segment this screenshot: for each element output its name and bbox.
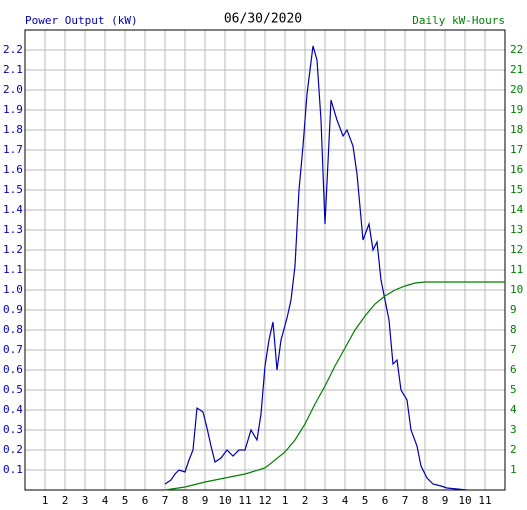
x-tick-label: 8 [422,494,429,507]
y2-tick-label: 19 [510,103,523,116]
x-tick-label: 9 [442,494,449,507]
y-tick-label: 0.4 [3,403,23,416]
y2-tick-label: 4 [510,403,517,416]
x-tick-label: 6 [382,494,389,507]
y2-tick-label: 11 [510,263,523,276]
y2-tick-label: 21 [510,63,523,76]
y-tick-label: 0.9 [3,303,23,316]
y2-tick-label: 16 [510,163,523,176]
y-tick-label: 0.2 [3,443,23,456]
y-tick-label: 2.0 [3,83,23,96]
y-tick-label: 1.9 [3,103,23,116]
y-tick-label: 1.1 [3,263,23,276]
x-tick-label: 4 [102,494,109,507]
x-tick-label: 3 [82,494,89,507]
y2-tick-label: 22 [510,43,523,56]
y2-tick-label: 2 [510,443,517,456]
plot-frame [24,29,506,491]
x-tick-label: 10 [218,494,231,507]
y-tick-label: 0.8 [3,323,23,336]
y-tick-label: 0.7 [3,343,23,356]
x-tick-label: 5 [122,494,129,507]
y-tick-label: 1.0 [3,283,23,296]
x-tick-label: 5 [362,494,369,507]
x-tick-label: 3 [322,494,329,507]
x-tick-label: 1 [42,494,49,507]
y2-tick-label: 5 [510,383,517,396]
x-tick-label: 11 [478,494,491,507]
y2-tick-label: 13 [510,223,523,236]
x-tick-label: 10 [458,494,471,507]
series-line [164,45,468,491]
x-tick-label: 7 [162,494,169,507]
y2-tick-label: 7 [510,343,517,356]
x-tick-label: 8 [182,494,189,507]
left-axis-label: Power Output (kW) [25,14,138,27]
y-tick-label: 1.6 [3,163,23,176]
x-tick-label: 7 [402,494,409,507]
right-axis-label: Daily kW-Hours [412,14,505,27]
y2-tick-label: 14 [510,203,524,216]
y-tick-label: 0.5 [3,383,23,396]
chart-title: 06/30/2020 [224,12,302,27]
y2-tick-label: 1 [510,463,517,476]
y2-tick-label: 17 [510,143,523,156]
y2-tick-label: 12 [510,243,523,256]
y-tick-label: 0.6 [3,363,23,376]
y-tick-label: 1.3 [3,223,23,236]
y-tick-label: 1.4 [3,203,23,216]
y-tick-label: 1.7 [3,143,23,156]
y2-tick-label: 20 [510,83,523,96]
y-tick-label: 1.2 [3,243,23,256]
x-tick-label: 11 [238,494,251,507]
y2-tick-label: 10 [510,283,523,296]
y-tick-label: 2.2 [3,43,23,56]
x-tick-label: 6 [142,494,149,507]
y2-tick-label: 8 [510,323,517,336]
y-tick-label: 1.8 [3,123,23,136]
x-tick-label: 2 [62,494,69,507]
y-tick-label: 0.3 [3,423,23,436]
x-tick-label: 2 [302,494,309,507]
x-tick-label: 12 [258,494,271,507]
x-tick-label: 9 [202,494,209,507]
y2-tick-label: 9 [510,303,517,316]
y2-tick-label: 18 [510,123,523,136]
y2-tick-label: 6 [510,363,517,376]
x-tick-label: 4 [342,494,349,507]
x-tick-label: 1 [282,494,289,507]
y-tick-label: 0.1 [3,463,23,476]
y-tick-label: 1.5 [3,183,23,196]
y-tick-label: 2.1 [3,63,23,76]
series-line [164,281,505,491]
y2-tick-label: 15 [510,183,523,196]
y2-tick-label: 3 [510,423,517,436]
